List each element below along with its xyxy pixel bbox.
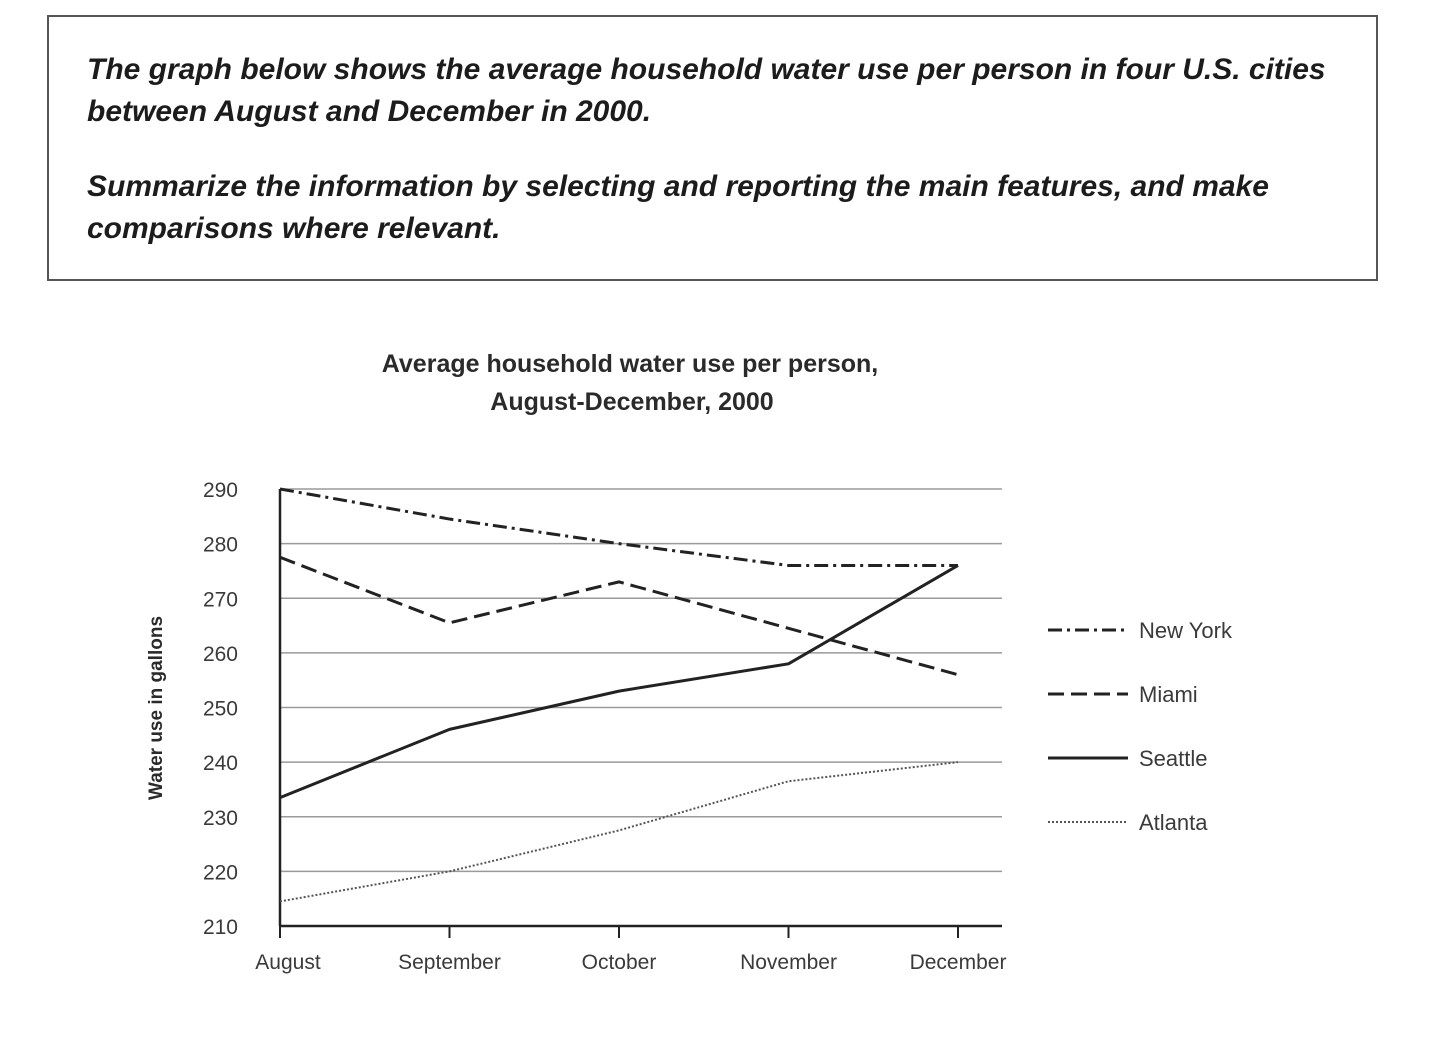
series-line-new-york [279,487,958,567]
y-tick-label-220: 220 [203,861,238,884]
chart-title-line-1: Average household water use per person, [382,350,878,378]
prompt-line-2: Summarize the information by selecting a… [87,170,1269,245]
chart-title-line-2: August-December, 2000 [490,388,773,416]
legend: New York Miami Seattle Atlanta [1048,618,1233,835]
y-tick-label-270: 270 [203,588,238,611]
y-tick-label-210: 210 [203,916,238,939]
series-line-seattle [279,564,959,800]
series-lines [279,487,959,903]
y-tick-label-230: 230 [203,807,238,830]
legend-label-miami: Miami [1139,682,1198,707]
x-tick-label-december: December [910,951,1007,974]
x-tick-labels: August September October November December [255,951,1006,974]
y-tick-label-290: 290 [203,479,238,502]
y-tick-labels: 210 220 230 240 250 260 270 280 290 [203,479,238,939]
gridlines [280,488,1002,873]
y-tick-label-250: 250 [203,698,238,721]
legend-label-seattle: Seattle [1139,746,1208,771]
prompt-line-1: The graph below shows the average househ… [87,53,1326,128]
x-tick-label-september: September [398,951,501,974]
y-axis-label: Water use in gallons [146,616,167,800]
legend-label-new-york: New York [1139,618,1233,643]
x-tick-label-october: October [582,951,657,974]
y-tick-label-240: 240 [203,752,238,775]
x-tick-label-august: August [255,951,321,974]
line-chart: Average household water use per person, … [146,350,1233,974]
y-tick-label-280: 280 [203,534,238,557]
legend-label-atlanta: Atlanta [1139,810,1208,835]
series-line-miami [279,555,959,677]
series-line-atlanta [279,761,959,903]
y-tick-label-260: 260 [203,643,238,666]
x-tick-label-november: November [740,951,837,974]
task-prompt-box: The graph below shows the average househ… [47,15,1378,281]
axes [278,489,1002,938]
